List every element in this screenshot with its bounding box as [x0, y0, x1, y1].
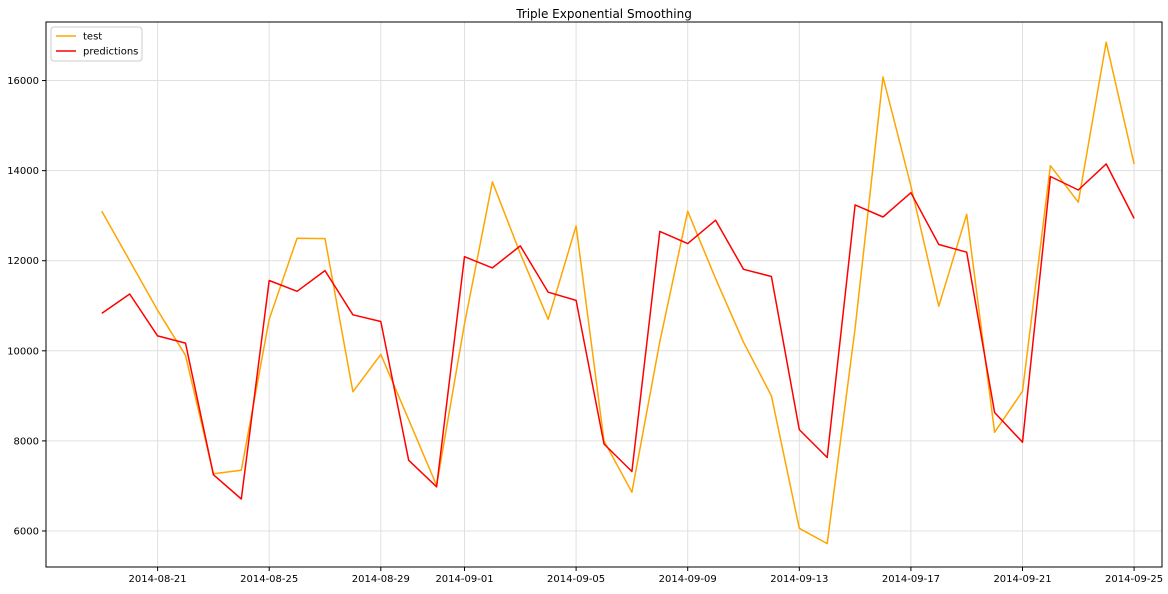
legend-label-predictions: predictions [83, 47, 138, 58]
x-axis: 2014-08-21 2014-08-25 2014-08-29 2014-09-01… [129, 567, 1163, 585]
x-tick-label: 2014-09-21 [993, 574, 1051, 585]
y-tick-label: 10000 [7, 346, 39, 357]
y-tick-label: 14000 [7, 166, 39, 177]
x-tick-label: 2014-09-05 [547, 574, 605, 585]
x-tick-label: 2014-09-17 [882, 574, 940, 585]
grid [46, 22, 1162, 567]
x-tick-label: 2014-08-25 [240, 574, 298, 585]
legend-label-test: test [83, 32, 102, 43]
series-line-predictions [101, 163, 1135, 500]
y-axis: 6000 8000 10000 12000 14000 16000 [7, 76, 46, 537]
x-tick-label: 2014-09-25 [1105, 574, 1163, 585]
legend: test predictions [50, 26, 143, 62]
chart-title: Triple Exponential Smoothing [515, 7, 692, 21]
x-tick-label: 2014-09-09 [659, 574, 717, 585]
y-tick-label: 12000 [7, 256, 39, 267]
y-tick-label: 6000 [14, 526, 39, 537]
series-line-test [101, 41, 1135, 545]
series-lines [101, 41, 1135, 545]
x-tick-label: 2014-08-21 [129, 574, 187, 585]
x-tick-label: 2014-08-29 [352, 574, 410, 585]
y-tick-label: 8000 [14, 436, 39, 447]
plot-frame [45, 21, 1163, 568]
x-tick-label: 2014-09-13 [770, 574, 828, 585]
x-tick-label: 2014-09-01 [435, 574, 493, 585]
y-tick-label: 16000 [7, 76, 39, 87]
